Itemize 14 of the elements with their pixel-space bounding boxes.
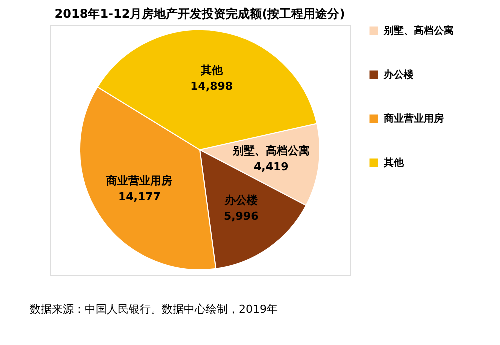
legend-label: 办公楼	[383, 69, 415, 81]
data-label: 14,898	[190, 80, 234, 93]
legend-label: 商业营业用房	[383, 113, 444, 125]
slice-label: 其他	[200, 64, 224, 77]
slice-label: 办公楼	[224, 194, 259, 207]
slice-label: 别墅、高档公寓	[232, 144, 310, 158]
data-label: 14,177	[118, 190, 161, 204]
slice-label: 商业营业用房	[106, 174, 173, 188]
data-label: 5,996	[224, 210, 260, 223]
source-note: 数据来源：中国人民银行。数据中心绘制，2019年	[30, 303, 278, 316]
legend-label: 别墅、高档公寓	[383, 25, 454, 37]
legend-label: 其他	[383, 157, 405, 169]
data-label: 4,419	[254, 160, 289, 174]
chart-title: 2018年1-12月房地产开发投资完成额(按工程用途分)	[54, 7, 346, 21]
